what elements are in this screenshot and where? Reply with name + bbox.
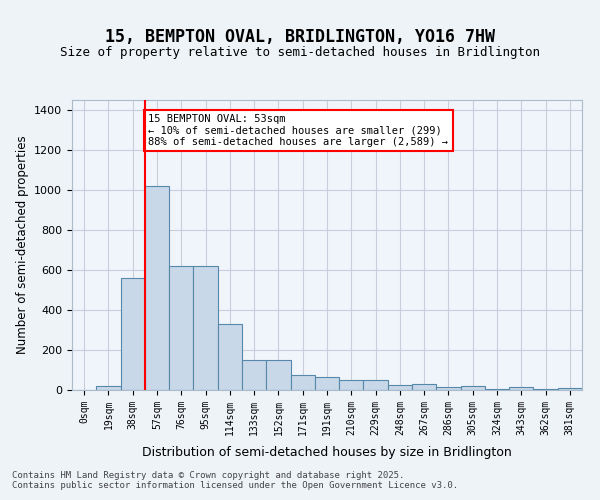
Text: 15, BEMPTON OVAL, BRIDLINGTON, YO16 7HW: 15, BEMPTON OVAL, BRIDLINGTON, YO16 7HW <box>105 28 495 46</box>
Bar <box>339 380 364 390</box>
Bar <box>218 324 242 390</box>
Text: Contains HM Land Registry data © Crown copyright and database right 2025.
Contai: Contains HM Land Registry data © Crown c… <box>12 470 458 490</box>
Bar <box>193 266 218 390</box>
Bar <box>461 386 485 390</box>
Bar <box>266 360 290 390</box>
X-axis label: Distribution of semi-detached houses by size in Bridlington: Distribution of semi-detached houses by … <box>142 446 512 459</box>
Bar <box>388 385 412 390</box>
Bar <box>364 380 388 390</box>
Text: 15 BEMPTON OVAL: 53sqm
← 10% of semi-detached houses are smaller (299)
88% of se: 15 BEMPTON OVAL: 53sqm ← 10% of semi-det… <box>149 114 449 147</box>
Bar <box>485 389 509 390</box>
Bar <box>121 278 145 390</box>
Bar <box>96 386 121 390</box>
Bar <box>145 186 169 390</box>
Bar <box>412 384 436 390</box>
Bar <box>436 387 461 390</box>
Bar <box>509 387 533 390</box>
Bar <box>242 360 266 390</box>
Bar <box>533 389 558 390</box>
Text: Size of property relative to semi-detached houses in Bridlington: Size of property relative to semi-detach… <box>60 46 540 59</box>
Y-axis label: Number of semi-detached properties: Number of semi-detached properties <box>16 136 29 354</box>
Bar <box>169 266 193 390</box>
Bar <box>315 377 339 390</box>
Bar <box>290 375 315 390</box>
Bar <box>558 388 582 390</box>
